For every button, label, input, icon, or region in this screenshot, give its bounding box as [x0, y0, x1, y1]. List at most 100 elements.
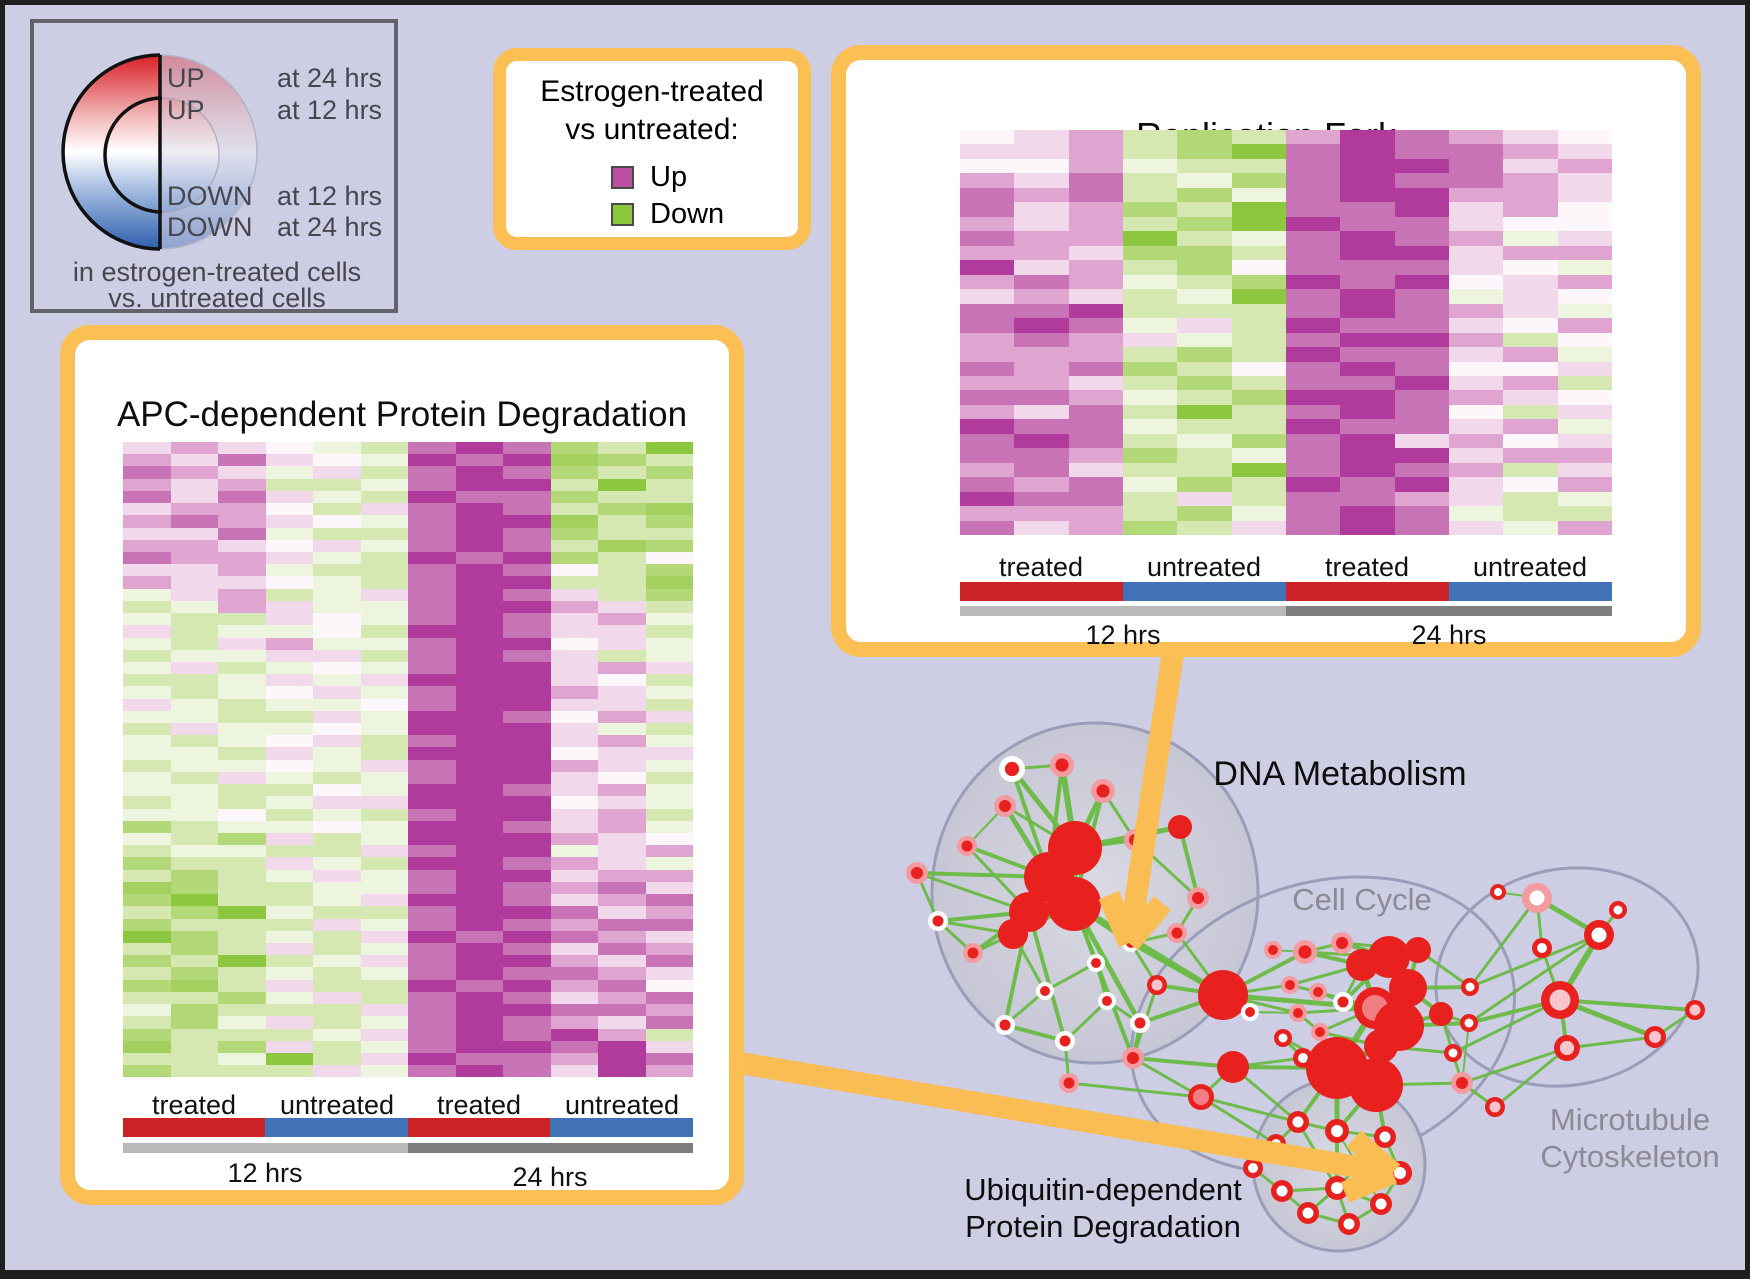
- heatmap-cell: [313, 503, 361, 516]
- heatmap-cell: [123, 564, 171, 577]
- network-node: [1429, 1002, 1453, 1026]
- heatmap-cell: [1231, 289, 1286, 304]
- heatmap-cell: [313, 894, 361, 907]
- heatmap-cell: [1177, 130, 1232, 145]
- heatmap-cell: [550, 869, 598, 882]
- heatmap-cell: [598, 918, 646, 931]
- network-node-core: [1337, 996, 1349, 1008]
- heatmap-row: [960, 158, 1612, 174]
- heatmap-cell: [218, 796, 266, 809]
- heatmap-cell: [1340, 506, 1395, 521]
- replication-fork-panel: Replication Fork treated untreated treat…: [831, 45, 1701, 657]
- heatmap-cell: [455, 845, 503, 858]
- heatmap-cell: [645, 466, 693, 479]
- ring-legend-figure: UP at 24 hrs UP at 12 hrs DOWN at 12 hrs…: [61, 53, 382, 309]
- heatmap-cell: [123, 881, 171, 895]
- heatmap-cell: [218, 979, 266, 992]
- network-node-core: [1394, 1167, 1406, 1179]
- heatmap-cell: [503, 930, 551, 943]
- heatmap-cell: [1068, 303, 1123, 319]
- heatmap-cell: [1557, 202, 1612, 217]
- heatmap-cell: [503, 478, 551, 491]
- heatmap-cell: [645, 503, 693, 516]
- heatmap-cell: [645, 625, 693, 638]
- heatmap-cell: [313, 1016, 361, 1029]
- heatmap-cell: [598, 539, 646, 552]
- heatmap-cell: [360, 820, 408, 833]
- heatmap-cell: [170, 808, 218, 821]
- network-node-core: [1455, 1076, 1469, 1090]
- heatmap-row: [123, 515, 693, 528]
- flow-arrow-shaft: [738, 1052, 1387, 1183]
- heatmap-row: [123, 588, 693, 601]
- heatmap-cell: [455, 869, 503, 882]
- heatmap-cell: [598, 845, 646, 858]
- heatmap-cell: [1014, 448, 1069, 463]
- heatmap-cell: [503, 649, 551, 662]
- heatmap-cell: [408, 918, 456, 931]
- heatmap-cell: [265, 442, 313, 455]
- heatmap-cell: [360, 1052, 408, 1066]
- heatmap-cell: [1231, 419, 1286, 434]
- heatmap-cell: [1503, 158, 1558, 174]
- heatmap-cell: [265, 710, 313, 724]
- network-node-core: [1040, 986, 1050, 996]
- flow-arrow-head: [1120, 896, 1171, 951]
- heatmap-cell: [313, 1065, 361, 1078]
- heatmap-cell: [408, 698, 456, 711]
- heatmap-row: [123, 784, 693, 797]
- heatmap-cell: [1285, 245, 1341, 261]
- heatmap-cell: [455, 576, 503, 589]
- heatmap-cell: [170, 759, 218, 772]
- heatmap-cell: [503, 539, 551, 552]
- heatmap-cell: [1394, 520, 1449, 536]
- heatmap-cell: [360, 771, 408, 785]
- heatmap-cell: [645, 808, 693, 821]
- network-node: [1405, 937, 1431, 963]
- heatmap-cell: [408, 588, 456, 601]
- heatmap-cell: [1394, 448, 1449, 463]
- apc-group-label-1: treated: [151, 1090, 237, 1120]
- heatmap-cell: [408, 833, 456, 846]
- heatmap-cell: [550, 551, 598, 565]
- heatmap-cell: [550, 637, 598, 650]
- heatmap-cell: [645, 551, 693, 565]
- heatmap-cell: [408, 576, 456, 589]
- heatmap-cell: [218, 967, 266, 980]
- heatmap-cell: [503, 576, 551, 589]
- heatmap-cell: [645, 820, 693, 833]
- network-node-core: [1494, 888, 1502, 896]
- heatmap-cell: [1340, 173, 1395, 188]
- heatmap-cell: [265, 723, 313, 736]
- heatmap-cell: [313, 564, 361, 577]
- heatmap-cell: [1177, 245, 1232, 261]
- heatmap-cell: [170, 991, 218, 1005]
- network-edge: [1451, 998, 1562, 1055]
- heatmap-cell: [408, 637, 456, 650]
- heatmap-cell: [455, 551, 503, 565]
- heatmap-cell: [408, 466, 456, 479]
- heatmap-cell: [645, 686, 693, 699]
- heatmap-cell: [1340, 158, 1395, 174]
- heatmap-cell: [218, 490, 266, 504]
- heatmap-cell: [455, 747, 503, 760]
- heatmap-cell: [313, 820, 361, 833]
- heatmap-row: [960, 390, 1612, 405]
- heatmap-cell: [1177, 462, 1232, 478]
- heatmap-cell: [265, 771, 313, 785]
- heatmap-cell: [265, 661, 313, 675]
- heatmap-row: [960, 202, 1612, 217]
- heatmap-cell: [960, 375, 1015, 391]
- heatmap-cell: [265, 784, 313, 797]
- heatmap-cell: [265, 698, 313, 711]
- network-edge: [1199, 1095, 1300, 1124]
- heatmap-cell: [1503, 347, 1558, 362]
- heatmap-cell: [550, 747, 598, 760]
- heatmap-cell: [1285, 318, 1341, 333]
- heatmap-cell: [960, 433, 1015, 449]
- heatmap-row: [123, 637, 693, 650]
- heatmap-cell: [360, 1028, 408, 1041]
- heatmap-cell: [598, 784, 646, 797]
- heatmap-cell: [265, 1065, 313, 1078]
- heatmap-cell: [1285, 433, 1341, 449]
